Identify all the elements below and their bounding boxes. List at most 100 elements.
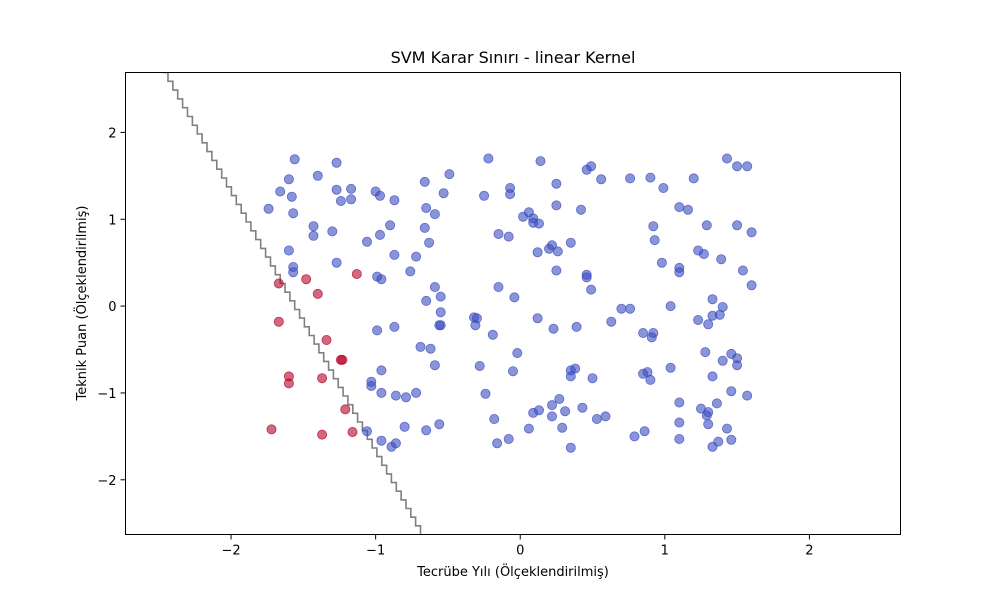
data-point-blue	[551, 178, 562, 189]
data-point-blue	[742, 161, 753, 172]
data-point-blue	[565, 371, 576, 382]
data-point-blue	[571, 321, 582, 332]
data-point-red	[340, 404, 351, 415]
data-point-blue	[283, 174, 294, 185]
data-point-blue	[286, 191, 297, 202]
data-point-blue	[376, 274, 387, 285]
data-point-blue	[361, 426, 372, 437]
data-point-blue	[726, 434, 737, 445]
data-point-blue	[327, 226, 338, 237]
data-point-blue	[625, 303, 636, 314]
data-point-red	[301, 274, 312, 285]
x-tick-label: 0	[516, 544, 524, 559]
data-point-blue	[444, 169, 455, 180]
data-point-blue	[548, 323, 559, 334]
data-point-blue	[591, 413, 602, 424]
data-point-blue	[429, 360, 440, 371]
data-point-blue	[288, 267, 299, 278]
data-point-blue	[331, 157, 342, 168]
data-point-blue	[509, 292, 520, 303]
data-point-blue	[492, 438, 503, 449]
data-point-blue	[717, 355, 728, 366]
data-point-blue	[547, 400, 558, 411]
data-point-blue	[551, 200, 562, 211]
data-point-blue	[587, 373, 598, 384]
data-point-blue	[532, 313, 543, 324]
data-point-blue	[665, 362, 676, 373]
data-point-blue	[480, 388, 491, 399]
x-axis-label: Tecrübe Yılı (Ölçeklendirilmiş)	[416, 563, 609, 580]
data-point-blue	[335, 195, 346, 206]
x-tick-label: 2	[805, 544, 813, 559]
data-point-blue	[726, 386, 737, 397]
data-point-blue	[701, 410, 712, 421]
data-point-blue	[405, 266, 416, 277]
data-point-blue	[645, 374, 656, 385]
data-point-blue	[489, 413, 500, 424]
data-point-blue	[532, 247, 543, 258]
y-axis-ticks: −2 −1 0 1 2	[97, 126, 126, 489]
plot-layer	[163, 72, 757, 535]
data-point-blue	[435, 320, 446, 331]
data-point-red	[337, 354, 348, 365]
data-point-blue	[275, 186, 286, 197]
data-point-blue	[674, 267, 685, 278]
data-point-blue	[376, 365, 387, 376]
data-point-blue	[576, 204, 587, 215]
data-point-blue	[693, 314, 704, 325]
data-point-blue	[483, 153, 494, 164]
data-point-blue	[625, 173, 636, 184]
x-tick-label: −1	[366, 544, 385, 559]
data-point-blue	[390, 390, 401, 401]
x-tick-label: 1	[661, 544, 669, 559]
data-point-blue	[376, 435, 387, 446]
data-point-blue	[493, 281, 504, 292]
y-axis-label: Teknik Puan (Ölçeklendirilmiş)	[73, 206, 90, 402]
data-point-blue	[424, 237, 435, 248]
data-point-blue	[565, 442, 576, 453]
y-tick-label: −2	[97, 474, 116, 489]
data-point-blue	[523, 423, 534, 434]
data-point-blue	[707, 441, 718, 452]
data-point-blue	[421, 202, 432, 213]
data-point-blue	[557, 422, 568, 433]
data-point-blue	[581, 272, 592, 283]
data-point-red	[312, 288, 323, 299]
data-point-blue	[390, 438, 401, 449]
data-point-blue	[717, 301, 728, 312]
data-point-blue	[547, 411, 558, 422]
data-point-blue	[586, 161, 597, 172]
data-point-blue	[419, 222, 430, 233]
data-point-blue	[308, 230, 319, 241]
data-point-blue	[552, 246, 563, 257]
data-point-blue	[400, 392, 411, 403]
data-point-blue	[411, 251, 422, 262]
data-point-blue	[565, 237, 576, 248]
y-tick-label: −1	[97, 387, 116, 402]
data-point-blue	[425, 343, 436, 354]
data-point-red	[321, 334, 332, 345]
data-point-blue	[638, 327, 649, 338]
data-point-blue	[746, 227, 757, 238]
data-point-blue	[535, 156, 546, 167]
data-point-blue	[493, 228, 504, 239]
data-point-blue	[421, 295, 432, 306]
data-point-blue	[372, 325, 383, 336]
data-point-blue	[560, 406, 571, 417]
data-point-blue	[503, 433, 514, 444]
data-point-blue	[389, 321, 400, 332]
data-point-blue	[507, 366, 518, 377]
data-point-blue	[665, 301, 676, 312]
data-point-blue	[606, 316, 617, 327]
data-point-blue	[435, 291, 446, 302]
data-point-red	[347, 426, 358, 437]
data-point-blue	[308, 221, 319, 232]
data-point-blue	[421, 425, 432, 436]
data-point-blue	[479, 190, 490, 201]
data-point-blue	[732, 360, 743, 371]
data-point-blue	[429, 209, 440, 220]
data-point-blue	[503, 231, 514, 242]
data-point-blue	[722, 423, 733, 434]
